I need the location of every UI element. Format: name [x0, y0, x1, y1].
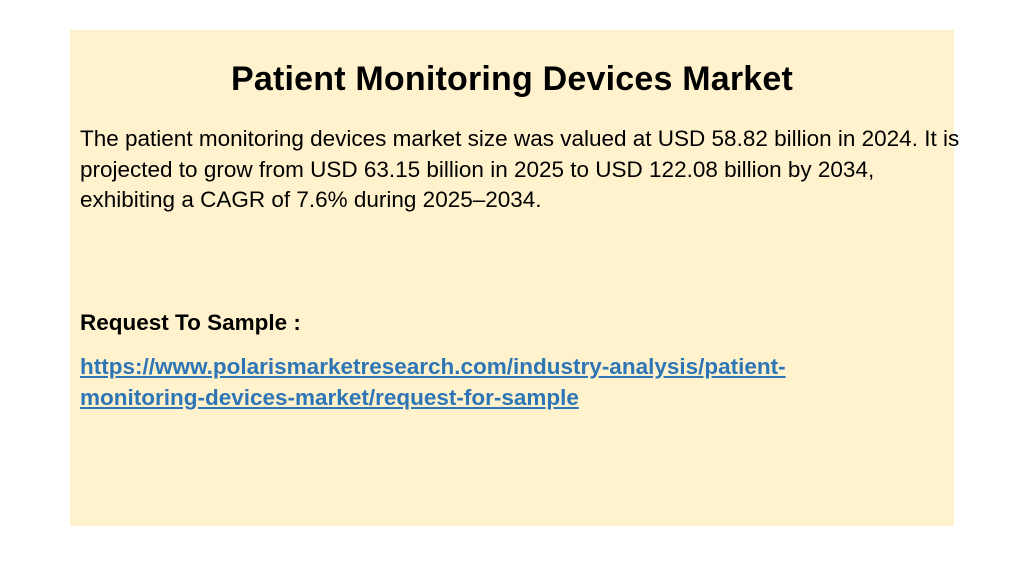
slide-title: Patient Monitoring Devices Market: [230, 60, 794, 98]
request-link-line-1: https://www.polarismarketresearch.com/in…: [80, 354, 786, 379]
request-link-line-2: monitoring-devices-market/request-for-sa…: [80, 384, 579, 410]
request-sample-link[interactable]: https://www.polarismarketresearch.com/in…: [80, 352, 950, 413]
request-sample-label: Request To Sample :: [80, 310, 301, 335]
content-panel: [70, 30, 954, 526]
market-description: The patient monitoring devices market si…: [80, 126, 960, 212]
